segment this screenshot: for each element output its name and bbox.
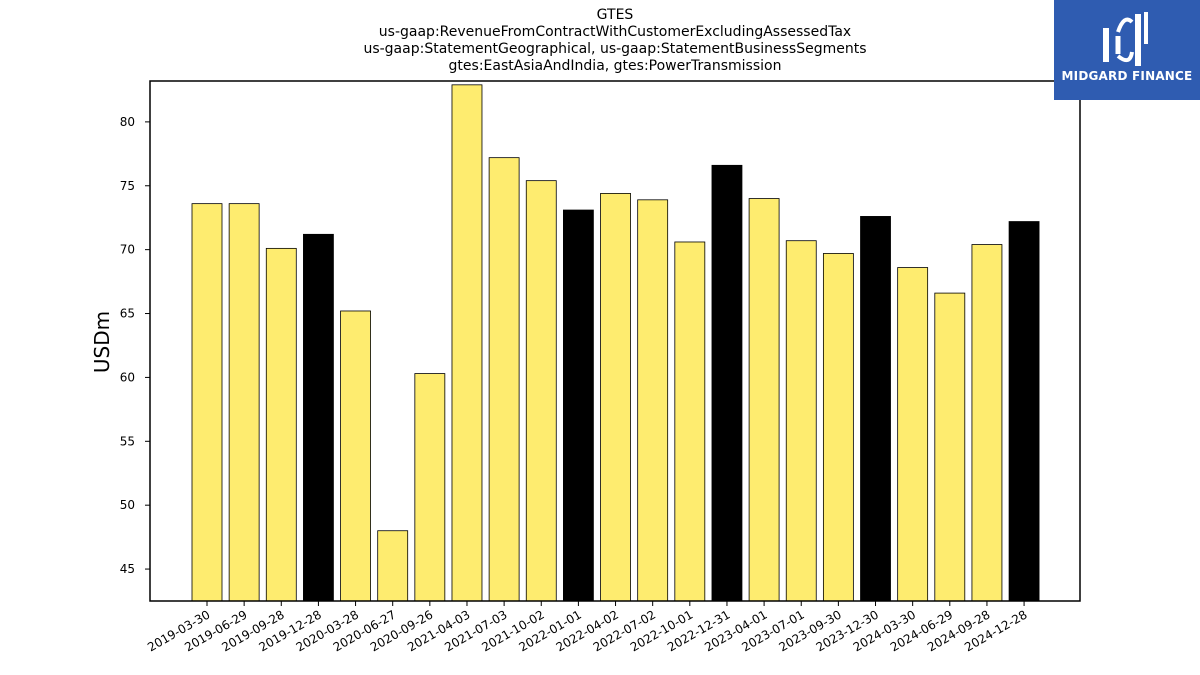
midgard-logo-icon [1103,12,1148,66]
y-tick-label: 75 [120,179,135,193]
bar-2020-03-28 [340,310,371,602]
y-axis: 45 50 55 60 65 70 75 80 [120,115,150,576]
title-line-3: us-gaap:StatementGeographical, us-gaap:S… [363,41,867,57]
bar-2023-07-01 [785,240,817,602]
title-line-2: us-gaap:RevenueFromContractWithCustomerE… [378,24,852,40]
bar-2022-04-02 [600,193,631,602]
bar-2021-10-02 [525,180,557,602]
y-tick-label: 70 [120,243,135,257]
bar-2022-01-01 [563,209,594,602]
brand-logo: MIDGARD FINANCE [1054,0,1200,100]
chart-title: GTES us-gaap:RevenueFromContractWithCust… [150,7,1080,75]
bar-2022-12-31 [711,164,743,602]
bar-2019-06-29 [228,203,260,602]
x-axis: 2019-03-302019-06-292019-09-282019-12-28… [145,601,1030,654]
bar-2021-07-03 [488,157,520,602]
plot-frame [149,80,1081,602]
bar-2023-04-01 [748,198,780,602]
logo-text: MIDGARD FINANCE [1061,69,1193,83]
y-tick-label: 50 [120,498,135,512]
y-tick-label: 80 [120,115,135,129]
bar-2024-03-30 [897,267,929,602]
bar-2023-12-30 [860,216,891,602]
y-tick-label: 65 [120,307,135,321]
bar-2024-06-29 [934,292,966,602]
bar-2020-06-27 [377,530,409,602]
bar-2023-09-30 [822,253,854,602]
bar-2022-10-01 [674,241,706,602]
bar-2021-04-03 [451,84,483,602]
y-tick-label: 60 [120,370,135,384]
bar-2019-09-28 [265,247,297,602]
title-line-1: GTES [596,7,634,23]
bar-2024-09-28 [971,244,1003,602]
y-tick-label: 45 [120,562,135,576]
y-axis-label: USDm [90,311,114,373]
bar-2019-03-30 [191,203,223,602]
bar-2024-12-28 [1008,221,1040,602]
y-tick-label: 55 [120,434,135,448]
bar-2020-09-26 [414,373,446,602]
bars-group [191,84,1040,602]
title-line-4: gtes:EastAsiaAndIndia, gtes:PowerTransmi… [448,58,782,74]
bar-2019-12-28 [303,233,334,602]
bar-2022-07-02 [637,199,669,602]
